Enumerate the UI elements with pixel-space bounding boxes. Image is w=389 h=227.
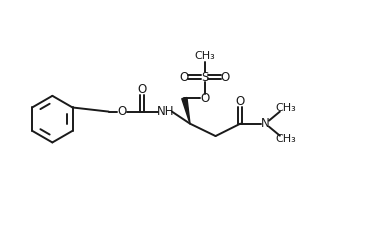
Text: N: N — [261, 117, 270, 130]
Text: CH₃: CH₃ — [275, 134, 296, 144]
Text: NH: NH — [156, 105, 174, 118]
Polygon shape — [182, 98, 190, 124]
Text: O: O — [236, 95, 245, 108]
Text: O: O — [200, 91, 209, 105]
Text: CH₃: CH₃ — [275, 103, 296, 113]
Text: O: O — [179, 71, 189, 84]
Text: O: O — [118, 105, 127, 118]
Text: O: O — [137, 83, 147, 96]
Text: CH₃: CH₃ — [194, 51, 215, 61]
Text: S: S — [201, 71, 209, 84]
Text: O: O — [221, 71, 230, 84]
